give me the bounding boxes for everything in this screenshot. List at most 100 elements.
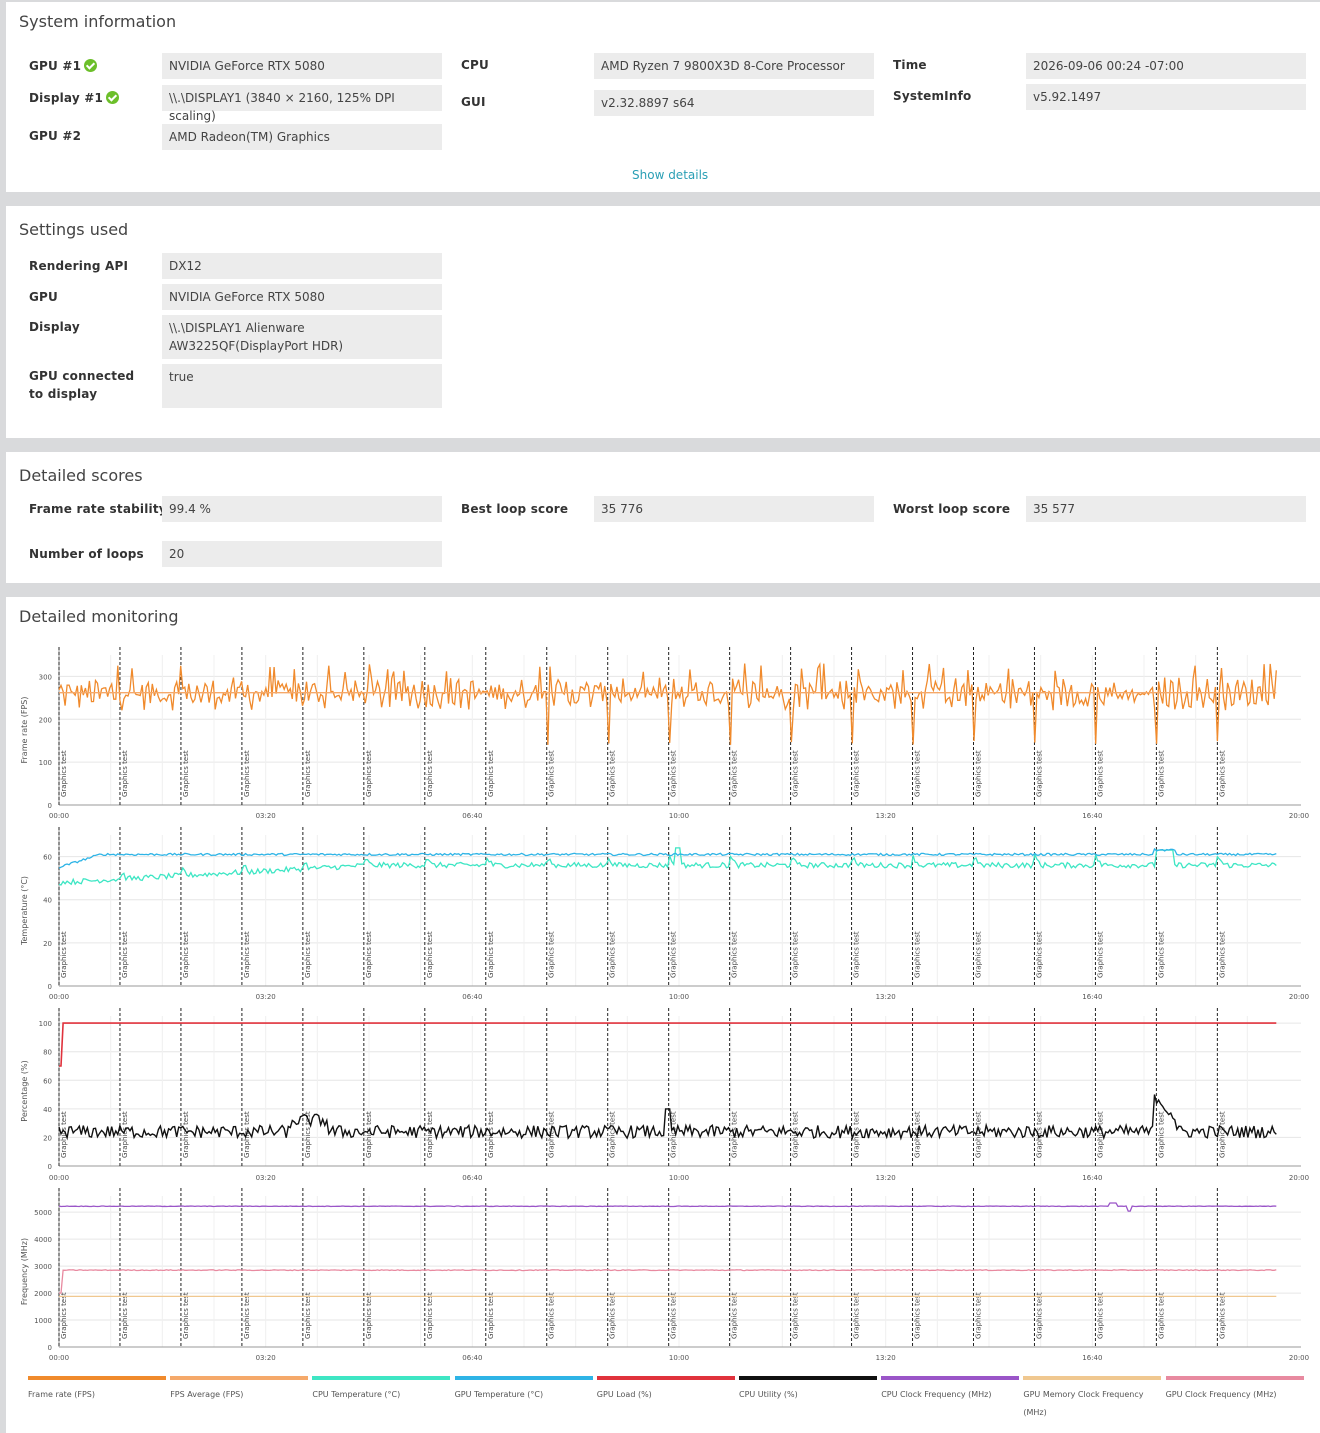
loop-marker-label: Graphics test xyxy=(121,750,129,797)
x-tick-label: 06:40 xyxy=(462,812,482,820)
loop-marker-label: Graphics test xyxy=(365,1292,373,1339)
legend-swatch xyxy=(454,1376,593,1380)
legend-label: CPU Clock Frequency (MHz) xyxy=(881,1390,992,1399)
legend-item[interactable]: GPU Temperature (°C) xyxy=(454,1376,593,1416)
check-icon xyxy=(84,59,98,72)
loop-marker-label: Graphics test xyxy=(60,931,68,978)
x-tick-label: 00:00 xyxy=(49,1174,69,1182)
chart-3: 0 20 40 60 80 100 Percentage (%) 00:00 03:20 06:4… xyxy=(20,1008,1309,1182)
loop-marker-label: Graphics test xyxy=(304,750,312,797)
loop-marker-label: Graphics test xyxy=(426,1292,434,1339)
legend-item[interactable]: CPU Temperature (°C) xyxy=(312,1376,451,1416)
y-tick-label: 2000 xyxy=(34,1290,52,1298)
worst-loop-score-label: Worst loop score xyxy=(893,502,1011,516)
loop-marker-label: Graphics test xyxy=(304,931,312,978)
y-tick-label: 300 xyxy=(39,673,52,681)
x-tick-label: 13:20 xyxy=(876,812,896,820)
x-tick-label: 00:00 xyxy=(49,1354,69,1362)
loop-marker-label: Graphics test xyxy=(60,750,68,797)
series-line xyxy=(58,662,1277,745)
legend-item[interactable]: CPU Utility (%) xyxy=(739,1376,877,1416)
y-tick-label: 4000 xyxy=(34,1236,52,1244)
loop-marker-label: Graphics test xyxy=(60,1292,68,1339)
gpu1-value: NVIDIA GeForce RTX 5080 xyxy=(162,53,442,79)
loop-marker-label: Graphics test xyxy=(914,750,922,797)
y-tick-label: 5000 xyxy=(34,1209,52,1217)
system-information-panel: System information GPU #1 NVIDIA GeForce… xyxy=(6,2,1320,192)
legend-swatch xyxy=(739,1376,877,1380)
loop-marker-label: Graphics test xyxy=(365,1111,373,1158)
y-tick-label: 40 xyxy=(43,897,52,905)
loop-marker-label: Graphics test xyxy=(121,1292,129,1339)
loop-marker-label: Graphics test xyxy=(548,931,556,978)
legend-item[interactable]: FPS Average (FPS) xyxy=(170,1376,309,1416)
x-tick-label: 06:40 xyxy=(462,1174,482,1182)
loop-marker-label: Graphics test xyxy=(548,1111,556,1158)
x-tick-label: 10:00 xyxy=(669,1354,689,1362)
legend-item[interactable]: GPU Load (%) xyxy=(596,1376,735,1416)
systeminfo-value: v5.92.1497 xyxy=(1026,84,1306,110)
y-axis-label: Temperature (°C) xyxy=(20,876,29,946)
loop-marker-label: Graphics test xyxy=(731,750,739,797)
loop-marker-label: Graphics test xyxy=(548,1292,556,1339)
loop-marker-label: Graphics test xyxy=(1218,1292,1226,1339)
y-tick-label: 100 xyxy=(39,1020,52,1028)
legend-item[interactable]: CPU Clock Frequency (MHz) xyxy=(881,1376,1020,1416)
x-tick-label: 06:40 xyxy=(462,1354,482,1362)
loop-marker-label: Graphics test xyxy=(1035,1111,1043,1158)
panel-title: Settings used xyxy=(19,220,129,239)
number-of-loops-label: Number of loops xyxy=(29,547,144,561)
detailed-scores-panel: Detailed scores Frame rate stability 99.… xyxy=(6,452,1320,583)
settings-used-panel: Settings used Rendering API DX12 GPU NVI… xyxy=(6,206,1320,438)
detailed-monitoring-panel: Detailed monitoring xyxy=(6,597,1320,1433)
y-tick-label: 1000 xyxy=(34,1317,52,1325)
legend-swatch xyxy=(170,1376,309,1380)
loop-marker-label: Graphics test xyxy=(182,1111,190,1158)
y-tick-label: 20 xyxy=(43,940,52,948)
legend-item[interactable]: Frame rate (FPS) xyxy=(28,1376,166,1416)
frame-rate-stability-label: Frame rate stability xyxy=(29,502,167,516)
loop-marker-label: Graphics test xyxy=(304,1111,312,1158)
loop-marker-label: Graphics test xyxy=(792,1111,800,1158)
loop-marker-label: Graphics test xyxy=(1096,931,1104,978)
y-tick-label: 80 xyxy=(43,1049,52,1057)
loop-marker-label: Graphics test xyxy=(609,931,617,978)
loop-marker-label: Graphics test xyxy=(975,750,983,797)
series-line xyxy=(59,1022,1277,1067)
x-tick-label: 00:00 xyxy=(49,993,69,1001)
loop-marker-label: Graphics test xyxy=(609,1111,617,1158)
x-tick-label: 16:40 xyxy=(1082,812,1102,820)
legend-label: GPU Load (%) xyxy=(596,1390,652,1399)
loop-marker-label: Graphics test xyxy=(1157,1111,1165,1158)
loop-marker-label: Graphics test xyxy=(182,931,190,978)
x-tick-label: 16:40 xyxy=(1082,1174,1102,1182)
loop-marker-label: Graphics test xyxy=(1035,931,1043,978)
loop-marker-label: Graphics test xyxy=(243,750,251,797)
x-tick-label: 20:00 xyxy=(1289,1174,1309,1182)
y-tick-label: 200 xyxy=(39,716,52,724)
loop-marker-label: Graphics test xyxy=(60,1111,68,1158)
show-details-link[interactable]: Show details xyxy=(632,168,709,182)
systeminfo-label: SystemInfo xyxy=(893,89,972,103)
legend-item[interactable]: GPU Memory Clock Frequency (MHz) xyxy=(1023,1376,1162,1417)
loop-marker-label: Graphics test xyxy=(426,931,434,978)
loop-marker-label: Graphics test xyxy=(670,750,678,797)
gui-label: GUI xyxy=(461,95,486,109)
legend-item[interactable]: GPU Clock Frequency (MHz) xyxy=(1165,1376,1304,1416)
cpu-value: AMD Ryzen 7 9800X3D 8-Core Processor xyxy=(594,53,874,79)
legend-label: GPU Memory Clock Frequency (MHz) xyxy=(1023,1390,1144,1417)
legend-label: GPU Temperature (°C) xyxy=(454,1390,544,1399)
display1-value: \\.\DISPLAY1 (3840 × 2160, 125% DPI scal… xyxy=(162,85,442,123)
loop-marker-label: Graphics test xyxy=(914,1292,922,1339)
gpu-value: NVIDIA GeForce RTX 5080 xyxy=(162,284,442,310)
loop-marker-label: Graphics test xyxy=(975,1292,983,1339)
loop-marker-label: Graphics test xyxy=(670,931,678,978)
loop-marker-label: Graphics test xyxy=(792,1292,800,1339)
x-tick-label: 16:40 xyxy=(1082,1354,1102,1362)
best-loop-score-value: 35 776 xyxy=(594,496,874,522)
x-tick-label: 10:00 xyxy=(669,993,689,1001)
gpu-connected-label: GPU connected to display xyxy=(29,369,135,401)
loop-marker-label: Graphics test xyxy=(853,931,861,978)
x-tick-label: 10:00 xyxy=(669,1174,689,1182)
